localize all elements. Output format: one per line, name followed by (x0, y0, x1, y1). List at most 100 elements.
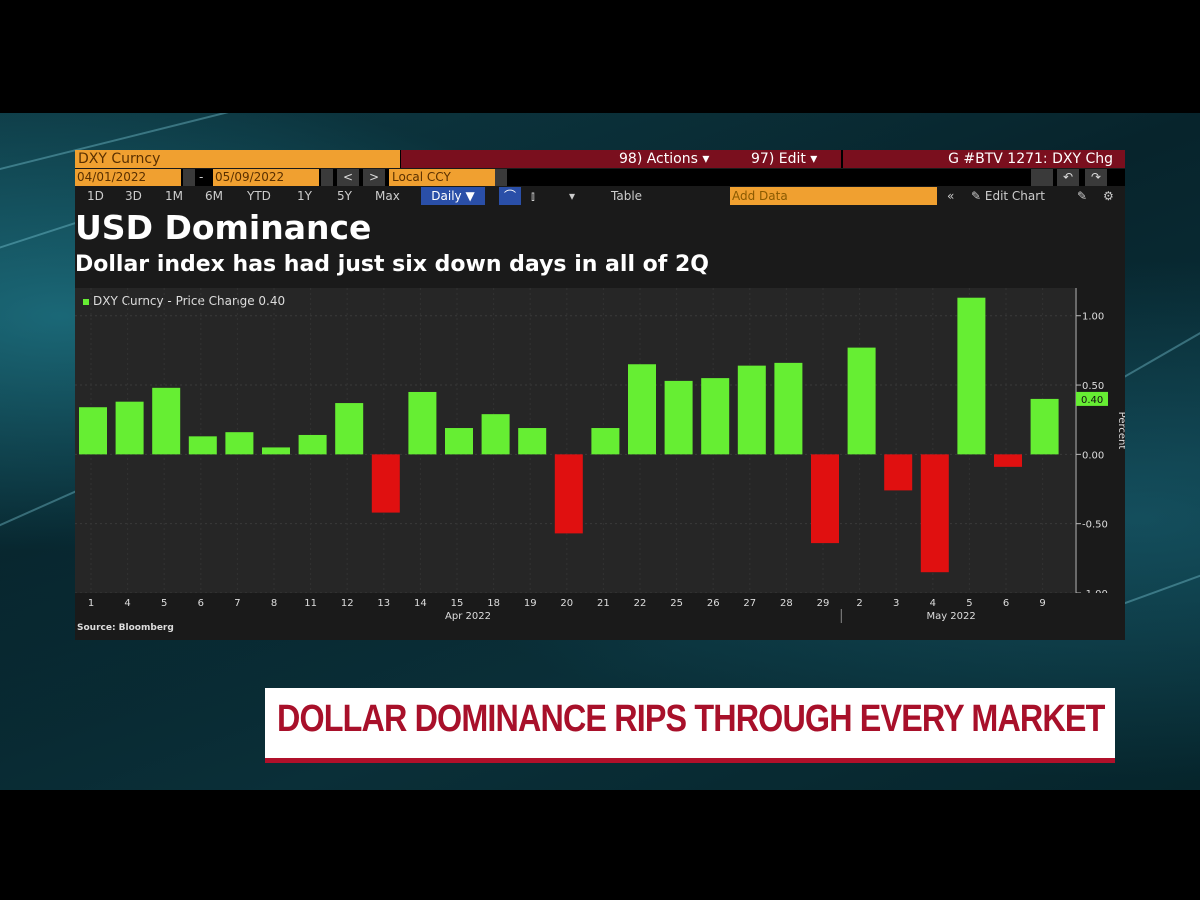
y-axis: 1.00 0.50 0.00 -0.50 -1.00 0.40 Percent (1075, 288, 1125, 593)
pencil-icon[interactable]: ✎ (1077, 189, 1088, 203)
actions-menu[interactable]: 98) Actions ▾ (619, 151, 710, 167)
y-tick-label: 0.50 (1082, 381, 1104, 392)
frequency-select[interactable]: Daily ▼ (421, 187, 485, 205)
undo-icon[interactable]: ↶ (1057, 169, 1079, 186)
edit-menu[interactable]: 97) Edit ▾ (751, 151, 818, 167)
bar-25 (664, 380, 693, 455)
bar-14 (408, 391, 437, 455)
collapse-icon[interactable]: « (947, 189, 955, 203)
x-tick-label: 27 (743, 598, 756, 609)
bar-3 (884, 454, 913, 491)
dash-separator: - (199, 170, 204, 184)
bar-22 (628, 364, 656, 455)
bar-12 (335, 403, 364, 455)
bar-29 (811, 454, 839, 544)
edit-chart-button[interactable]: ✎ Edit Chart (971, 189, 1045, 203)
currency-select[interactable]: Local CCY (389, 169, 496, 186)
bar-15 (445, 428, 473, 455)
period-button-1m[interactable]: 1M (165, 189, 183, 203)
x-tick-label: 9 (1039, 598, 1045, 609)
y-tick-label: 0.00 (1082, 450, 1104, 461)
date-bar: 04/01/2022 - 05/09/2022 < > Local CCY ↶ … (75, 169, 1125, 186)
bar-11 (298, 434, 327, 455)
page-code: G #BTV 1271: DXY Chg (948, 151, 1113, 167)
bar-2 (847, 347, 876, 455)
y-tick-label: 1.00 (1082, 312, 1104, 323)
bar-20 (554, 454, 583, 534)
y-axis-title: Percent (1116, 412, 1125, 450)
previous-arrow-icon[interactable]: < (337, 169, 359, 186)
calendar-icon[interactable] (321, 169, 333, 186)
title-bar: DXY Curncy 98) Actions ▾ 97) Edit ▾ G #B… (75, 150, 1125, 168)
bar-chart (75, 288, 1075, 593)
calendar-icon[interactable] (183, 169, 195, 186)
period-button-3d[interactable]: 3D (125, 189, 142, 203)
bar-4 (920, 454, 949, 573)
table-button[interactable]: Table (611, 189, 643, 203)
next-arrow-icon[interactable]: > (363, 169, 385, 186)
bar-18 (481, 414, 510, 455)
x-tick-label: 29 (817, 598, 830, 609)
x-tick-label: 19 (524, 598, 537, 609)
x-tick-label: 20 (560, 598, 573, 609)
x-tick-label: 1 (88, 598, 94, 609)
x-tick-label: 6 (1003, 598, 1009, 609)
add-data-input[interactable]: Add Data (730, 187, 937, 205)
period-button-6m[interactable]: 6M (205, 189, 223, 203)
y-tick-label: -1.00 (1082, 589, 1108, 593)
start-date-input[interactable]: 04/01/2022 (75, 169, 181, 186)
x-tick-label: 3 (893, 598, 899, 609)
x-tick-label: 14 (414, 598, 427, 609)
bar-style-icon[interactable]: ⫾ (531, 189, 535, 203)
bar-7 (225, 432, 254, 455)
x-tick-label: 18 (487, 598, 500, 609)
bar-4 (115, 401, 144, 455)
x-tick-label: 7 (234, 598, 240, 609)
ticker-field[interactable]: DXY Curncy (75, 150, 400, 168)
x-tick-label: 25 (670, 598, 683, 609)
bar-6 (188, 436, 217, 455)
period-button-max[interactable]: Max (375, 189, 400, 203)
x-tick-label: 11 (304, 598, 317, 609)
x-tick-label: 21 (597, 598, 610, 609)
gear-icon[interactable]: ⚙ (1103, 189, 1114, 203)
bar-6 (994, 454, 1022, 467)
x-axis: 1 4 5 6 7 8 11 12 13 14 15 18 19 20 21 22 25 26 27 28 29 2 3 4 5… (75, 593, 1125, 623)
chart-title: USD Dominance (75, 208, 372, 247)
period-button-ytd[interactable]: YTD (247, 189, 271, 203)
x-tick-label: 15 (451, 598, 464, 609)
x-tick-label: 4 (124, 598, 130, 609)
y-tick-label: -0.50 (1082, 520, 1108, 531)
period-button-1d[interactable]: 1D (87, 189, 104, 203)
bar-26 (701, 378, 730, 455)
bar-28 (774, 362, 803, 455)
x-tick-label: 28 (780, 598, 793, 609)
lower-third-banner: DOLLAR DOMINANCE RIPS THROUGH EVERY MARK… (265, 688, 1115, 763)
x-tick-label: 2 (856, 598, 862, 609)
bar-27 (737, 365, 766, 455)
style-dropdown-icon[interactable]: ▾ (569, 189, 576, 203)
y-axis-svg: 1.00 0.50 0.00 -0.50 -1.00 0.40 Percent (1075, 288, 1125, 593)
bar-13 (371, 454, 400, 513)
lower-third-text: DOLLAR DOMINANCE RIPS THROUGH EVERY MARK… (277, 698, 1105, 740)
bar-5 (152, 387, 181, 455)
x-tick-label: 12 (341, 598, 354, 609)
plot-area: DXY Curncy - Price Change 0.40 (75, 288, 1075, 593)
month-label: Apr 2022 (445, 611, 491, 622)
end-date-input[interactable]: 05/09/2022 (213, 169, 319, 186)
chart-type-icon[interactable]: ⌒ (499, 187, 521, 205)
last-value-badge (1076, 391, 1108, 406)
page-code-area: G #BTV 1271: DXY Chg (843, 150, 1125, 168)
chart-subtitle: Dollar index has had just six down days … (75, 252, 709, 277)
x-tick-label: 6 (198, 598, 204, 609)
redo-icon[interactable]: ↷ (1085, 169, 1107, 186)
bar-5 (957, 297, 986, 455)
period-button-1y[interactable]: 1Y (297, 189, 312, 203)
bar-8 (262, 447, 290, 455)
x-axis-svg: 1 4 5 6 7 8 11 12 13 14 15 18 19 20 21 22 25 26 27 28 29 2 3 4 5… (88, 598, 1046, 623)
currency-dropdown-icon[interactable] (495, 169, 507, 186)
x-tick-label: 26 (707, 598, 720, 609)
period-button-5y[interactable]: 5Y (337, 189, 352, 203)
screen-icon[interactable] (1031, 169, 1053, 186)
x-tick-label: 8 (271, 598, 277, 609)
